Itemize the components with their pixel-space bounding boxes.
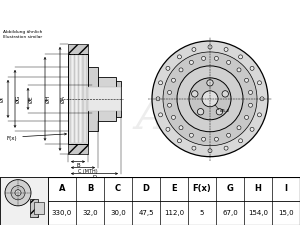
Text: D: D bbox=[92, 175, 97, 180]
Circle shape bbox=[202, 137, 206, 141]
Circle shape bbox=[177, 139, 182, 143]
Circle shape bbox=[244, 78, 248, 82]
Bar bbox=[68, 44, 88, 54]
Bar bbox=[71, 55, 74, 143]
Circle shape bbox=[224, 47, 228, 52]
Circle shape bbox=[152, 41, 268, 157]
Text: C (MTH): C (MTH) bbox=[78, 169, 98, 174]
Circle shape bbox=[257, 113, 262, 117]
Text: B: B bbox=[87, 184, 93, 193]
Circle shape bbox=[11, 186, 25, 200]
Bar bbox=[84, 55, 86, 143]
Bar bbox=[116, 81, 121, 117]
Circle shape bbox=[177, 55, 182, 59]
Circle shape bbox=[260, 97, 264, 101]
Text: H: H bbox=[255, 184, 261, 193]
Bar bbox=[88, 67, 98, 131]
Text: 24.0132-0136.1: 24.0132-0136.1 bbox=[56, 7, 172, 20]
Text: C: C bbox=[115, 184, 121, 193]
Bar bbox=[80, 55, 82, 143]
Circle shape bbox=[238, 55, 243, 59]
Circle shape bbox=[179, 68, 183, 72]
Bar bbox=[98, 77, 116, 121]
Circle shape bbox=[237, 126, 241, 130]
Circle shape bbox=[166, 127, 170, 131]
Circle shape bbox=[208, 149, 212, 153]
Circle shape bbox=[163, 52, 257, 146]
Text: B: B bbox=[76, 163, 80, 168]
Circle shape bbox=[237, 68, 241, 72]
Text: 154,0: 154,0 bbox=[248, 210, 268, 216]
Circle shape bbox=[197, 108, 204, 115]
Circle shape bbox=[189, 78, 231, 120]
Bar bbox=[68, 144, 88, 154]
Circle shape bbox=[226, 60, 231, 64]
Circle shape bbox=[224, 146, 228, 150]
Circle shape bbox=[250, 127, 254, 131]
Circle shape bbox=[250, 66, 254, 70]
Text: I: I bbox=[284, 184, 287, 193]
Text: F(x): F(x) bbox=[7, 136, 17, 141]
Circle shape bbox=[248, 103, 253, 107]
Text: 432136: 432136 bbox=[197, 7, 253, 20]
Circle shape bbox=[244, 115, 248, 119]
Text: ØH: ØH bbox=[46, 95, 51, 103]
Text: 15,0: 15,0 bbox=[278, 210, 294, 216]
Circle shape bbox=[216, 108, 223, 115]
Circle shape bbox=[156, 97, 160, 101]
Circle shape bbox=[189, 133, 194, 137]
Text: D: D bbox=[142, 184, 149, 193]
Circle shape bbox=[214, 56, 218, 61]
Bar bbox=[75, 55, 78, 143]
Text: E: E bbox=[171, 184, 177, 193]
Bar bbox=[34, 202, 44, 214]
Text: ØE: ØE bbox=[29, 95, 34, 103]
Text: F(x): F(x) bbox=[193, 184, 211, 193]
Circle shape bbox=[166, 66, 170, 70]
Text: A: A bbox=[59, 184, 65, 193]
Circle shape bbox=[189, 60, 194, 64]
Circle shape bbox=[202, 91, 218, 107]
Text: ØG: ØG bbox=[16, 94, 21, 103]
Circle shape bbox=[179, 126, 183, 130]
Text: 5: 5 bbox=[200, 210, 204, 216]
Circle shape bbox=[226, 133, 231, 137]
Bar bbox=[68, 54, 88, 144]
Text: ØA: ØA bbox=[61, 95, 66, 103]
Circle shape bbox=[214, 137, 218, 141]
Circle shape bbox=[167, 90, 172, 94]
Circle shape bbox=[177, 66, 243, 132]
Circle shape bbox=[192, 91, 198, 97]
Bar bbox=[88, 87, 121, 111]
Text: G: G bbox=[226, 184, 233, 193]
Circle shape bbox=[248, 90, 253, 94]
Text: Abbildung ähnlich
Illustration similar: Abbildung ähnlich Illustration similar bbox=[3, 30, 42, 39]
Bar bbox=[30, 199, 38, 217]
Circle shape bbox=[238, 139, 243, 143]
Text: 330,0: 330,0 bbox=[52, 210, 72, 216]
Circle shape bbox=[222, 91, 228, 97]
Text: 67,0: 67,0 bbox=[222, 210, 238, 216]
Text: 32,0: 32,0 bbox=[82, 210, 98, 216]
Text: ØI: ØI bbox=[0, 96, 5, 102]
Circle shape bbox=[158, 113, 163, 117]
Circle shape bbox=[15, 190, 21, 196]
Circle shape bbox=[208, 45, 212, 49]
Bar bbox=[0, 177, 48, 225]
Circle shape bbox=[158, 81, 163, 85]
Circle shape bbox=[172, 115, 176, 119]
Circle shape bbox=[5, 180, 31, 206]
Circle shape bbox=[192, 146, 196, 150]
Circle shape bbox=[202, 56, 206, 61]
Text: ATE: ATE bbox=[135, 95, 235, 138]
Circle shape bbox=[167, 103, 172, 107]
Text: 30,0: 30,0 bbox=[110, 210, 126, 216]
Text: Ø5,2: Ø5,2 bbox=[220, 109, 230, 113]
Circle shape bbox=[207, 80, 213, 86]
Circle shape bbox=[192, 47, 196, 52]
Text: 112,0: 112,0 bbox=[164, 210, 184, 216]
Circle shape bbox=[172, 78, 176, 82]
Text: 47,5: 47,5 bbox=[138, 210, 154, 216]
Circle shape bbox=[257, 81, 262, 85]
